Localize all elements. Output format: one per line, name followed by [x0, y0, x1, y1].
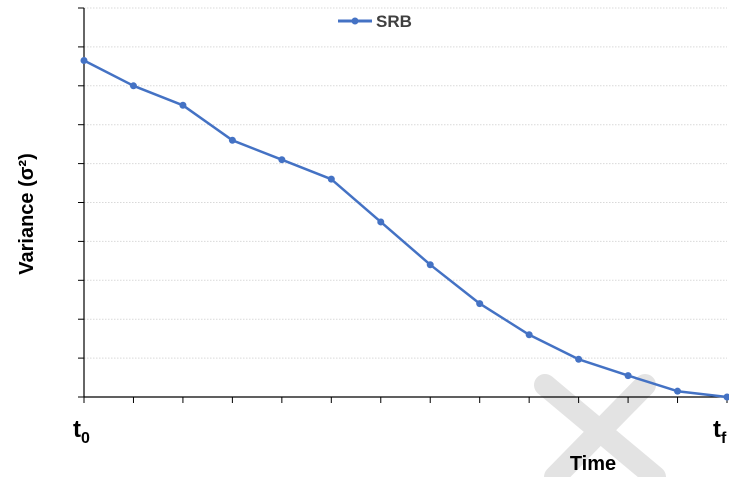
- x-tick-end-subscript: f: [721, 430, 727, 447]
- data-point: [278, 156, 286, 164]
- y-axis-title: Variance (σ²): [16, 153, 38, 275]
- series-srb: [80, 57, 729, 401]
- data-point: [377, 218, 385, 226]
- x-tick-start-subscript: 0: [81, 430, 90, 447]
- x-tick-label-end: tf: [713, 416, 727, 447]
- gridlines: [84, 7, 727, 359]
- legend-label: SRB: [376, 12, 412, 31]
- data-point: [129, 82, 137, 90]
- data-point: [723, 393, 729, 401]
- data-point: [179, 101, 187, 109]
- data-point: [327, 175, 335, 183]
- x-axis-title: Time: [570, 453, 616, 475]
- x-tick-label-start: t0: [73, 416, 90, 447]
- legend: SRB: [338, 12, 412, 31]
- series-line-0: [83, 59, 728, 399]
- data-point: [674, 387, 682, 395]
- data-point: [80, 57, 88, 65]
- data-point: [228, 136, 236, 144]
- legend-swatch-marker: [351, 17, 359, 25]
- axis-ticks: [78, 7, 728, 403]
- data-point: [624, 372, 632, 380]
- data-point: [476, 300, 484, 308]
- data-point: [575, 355, 583, 363]
- data-point: [525, 331, 533, 339]
- data-point: [426, 261, 434, 269]
- watermark-cross: [534, 374, 666, 477]
